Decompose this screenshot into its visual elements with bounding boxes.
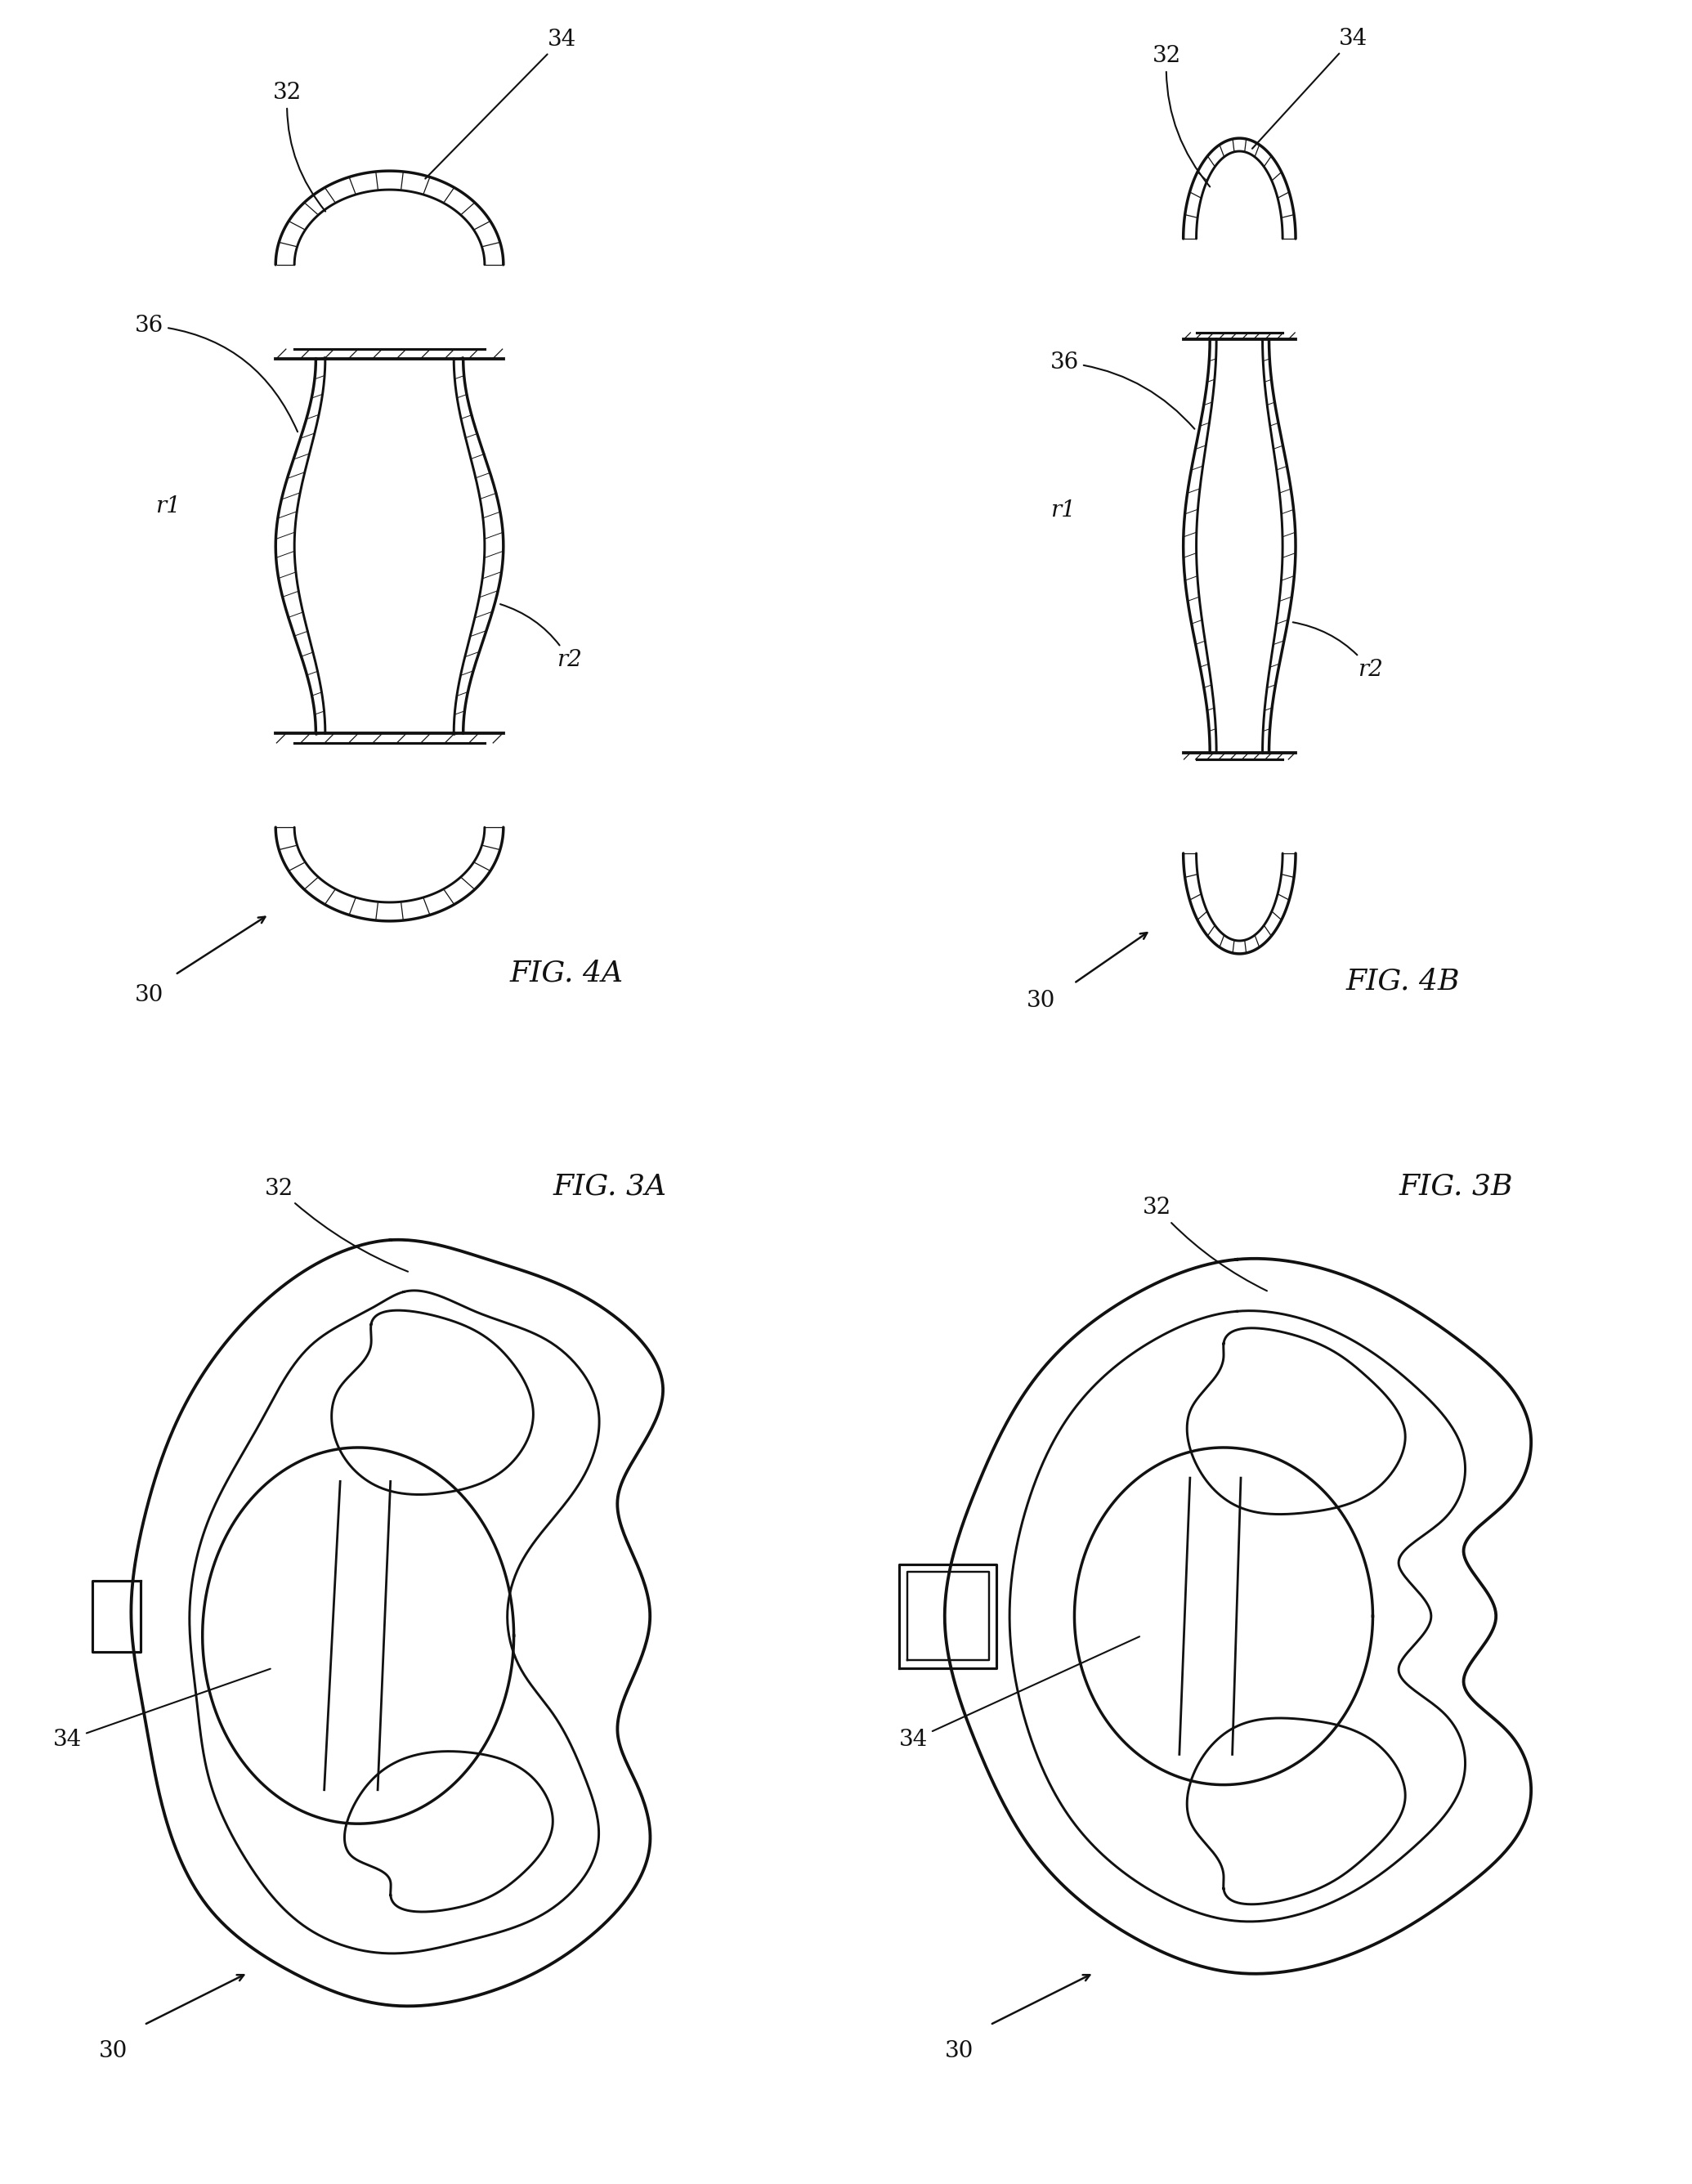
- Text: 30: 30: [135, 985, 164, 1007]
- Text: 32: 32: [264, 1177, 408, 1271]
- Text: 32: 32: [272, 81, 325, 212]
- Text: 34: 34: [52, 1669, 271, 1752]
- Text: FIG. 3B: FIG. 3B: [1399, 1173, 1513, 1201]
- Text: 36: 36: [1051, 352, 1195, 428]
- Text: 34: 34: [1252, 28, 1367, 149]
- Text: 34: 34: [425, 28, 577, 179]
- Text: FIG. 3A: FIG. 3A: [553, 1173, 667, 1201]
- Text: r2: r2: [501, 605, 582, 670]
- Text: 30: 30: [944, 2040, 973, 2062]
- Text: r1: r1: [156, 496, 181, 518]
- Text: 32: 32: [1142, 1197, 1267, 1291]
- Text: 30: 30: [98, 2040, 127, 2062]
- Text: FIG. 4A: FIG. 4A: [509, 959, 624, 987]
- Text: r2: r2: [1293, 622, 1382, 681]
- Text: 32: 32: [1152, 46, 1210, 188]
- Text: 30: 30: [1027, 989, 1056, 1011]
- Text: 36: 36: [135, 314, 298, 432]
- Text: 34: 34: [900, 1636, 1139, 1752]
- Text: FIG. 4B: FIG. 4B: [1345, 968, 1460, 996]
- Text: r1: r1: [1051, 500, 1076, 522]
